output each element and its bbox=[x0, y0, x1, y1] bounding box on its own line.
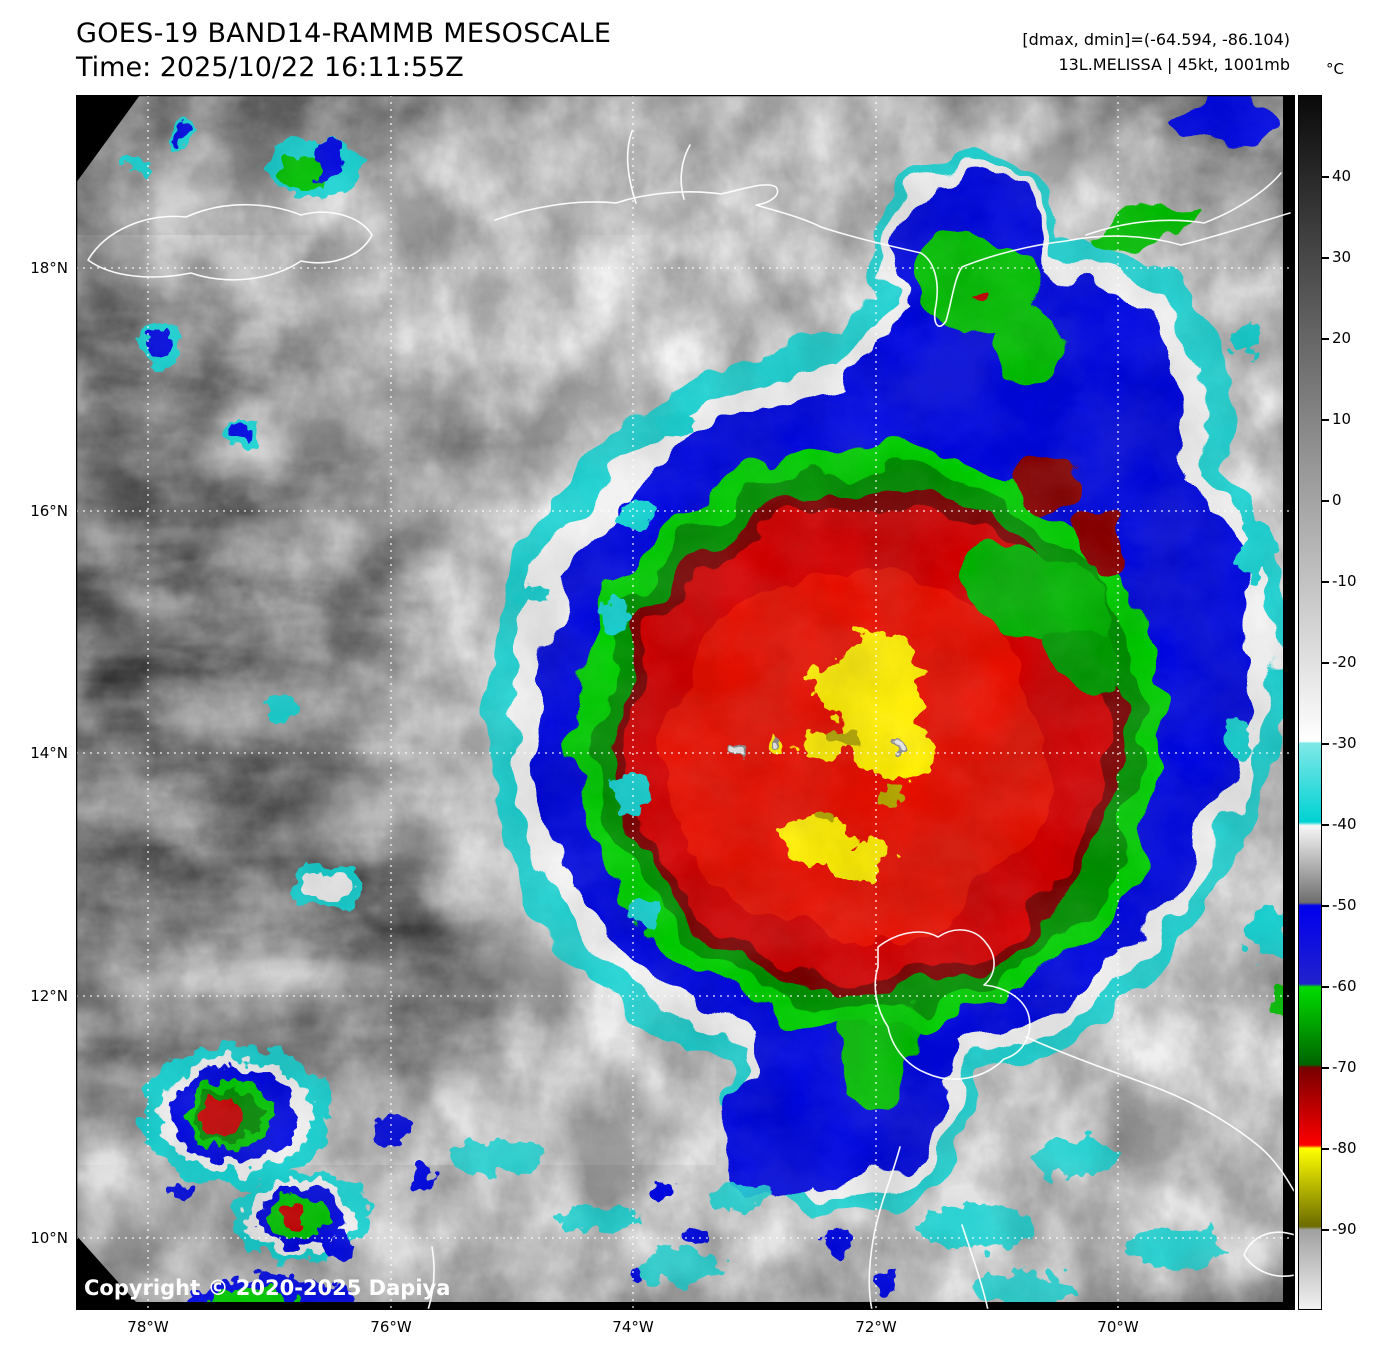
lat-label: 12°N bbox=[30, 987, 68, 1005]
image-title: GOES-19 BAND14-RAMMB MESOSCALE bbox=[76, 18, 612, 49]
lon-label: 78°W bbox=[127, 1318, 169, 1336]
colorbar-tick-label: -20 bbox=[1321, 653, 1357, 671]
image-timestamp: Time: 2025/10/22 16:11:55Z bbox=[76, 52, 464, 83]
satellite-map-area: Copyright © 2020-2025 Dapiya bbox=[75, 94, 1296, 1311]
lat-label: 10°N bbox=[30, 1229, 68, 1247]
colorbar-tick-label: -60 bbox=[1321, 977, 1357, 995]
lon-label: 76°W bbox=[370, 1318, 412, 1336]
satellite-image bbox=[76, 95, 1283, 1302]
lon-label: 72°W bbox=[855, 1318, 897, 1336]
colorbar-tick-label: 40 bbox=[1320, 167, 1352, 185]
colorbar-tick-label: 20 bbox=[1320, 329, 1352, 347]
copyright-text: Copyright © 2020-2025 Dapiya bbox=[84, 1276, 450, 1300]
dmax-dmin-readout: [dmax, dmin]=(-64.594, -86.104) bbox=[1022, 30, 1290, 49]
colorbar-tick-label: -90 bbox=[1321, 1220, 1357, 1238]
colorbar-tick-label: -70 bbox=[1321, 1058, 1357, 1076]
lon-label: 70°W bbox=[1097, 1318, 1139, 1336]
colorbar-tick-label: 0 bbox=[1321, 491, 1342, 509]
lat-label: 14°N bbox=[30, 744, 68, 762]
colorbar-unit-label: °C bbox=[1326, 60, 1344, 78]
colorbar bbox=[1298, 95, 1322, 1310]
colorbar-tick-label: 10 bbox=[1320, 410, 1352, 428]
storm-info: 13L.MELISSA | 45kt, 1001mb bbox=[1058, 55, 1290, 74]
lon-label: 74°W bbox=[612, 1318, 654, 1336]
colorbar-tick-label: -40 bbox=[1321, 815, 1357, 833]
colorbar-tick-label: 30 bbox=[1320, 248, 1352, 266]
colorbar-tick-label: -80 bbox=[1321, 1139, 1357, 1157]
colorbar-tick-label: -30 bbox=[1321, 734, 1357, 752]
lat-label: 18°N bbox=[30, 259, 68, 277]
coastlines bbox=[87, 130, 1296, 1311]
map-border bbox=[75, 94, 1296, 1311]
lat-label: 16°N bbox=[30, 502, 68, 520]
satellite-image-canvas: Copyright © 2020-2025 Dapiya bbox=[75, 94, 1296, 1311]
colorbar-tick-label: -10 bbox=[1321, 572, 1357, 590]
colorbar-tick-label: -50 bbox=[1321, 896, 1357, 914]
gridlines bbox=[76, 95, 1295, 1310]
